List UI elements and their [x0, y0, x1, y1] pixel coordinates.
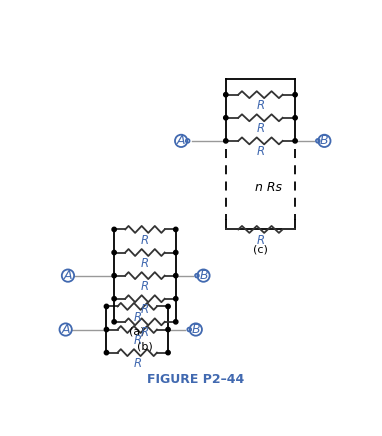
Text: R: R: [141, 327, 149, 340]
Circle shape: [112, 227, 116, 232]
Circle shape: [173, 227, 178, 232]
Circle shape: [223, 116, 228, 120]
Circle shape: [166, 327, 170, 332]
Text: R: R: [133, 311, 141, 324]
Text: R: R: [141, 257, 149, 270]
Text: (b): (b): [137, 342, 153, 352]
Circle shape: [173, 320, 178, 324]
Text: A: A: [177, 134, 185, 147]
Text: B: B: [320, 134, 329, 147]
Circle shape: [293, 116, 297, 120]
Text: B: B: [191, 323, 200, 336]
Text: R: R: [133, 334, 141, 347]
Text: (c): (c): [253, 245, 268, 255]
Text: (a): (a): [129, 327, 145, 337]
Circle shape: [173, 296, 178, 301]
Text: B: B: [199, 269, 208, 282]
Circle shape: [223, 92, 228, 97]
Text: R: R: [256, 234, 264, 247]
Text: A: A: [64, 269, 72, 282]
Text: R: R: [256, 99, 264, 112]
Circle shape: [112, 320, 116, 324]
Text: R: R: [133, 357, 141, 370]
Circle shape: [293, 92, 297, 97]
Circle shape: [112, 296, 116, 301]
Circle shape: [293, 139, 297, 143]
Circle shape: [112, 273, 116, 278]
Text: n Rs: n Rs: [255, 181, 282, 194]
Text: R: R: [141, 280, 149, 293]
Text: FIGURE P2–44: FIGURE P2–44: [147, 373, 244, 386]
Text: R: R: [141, 303, 149, 317]
Circle shape: [112, 250, 116, 255]
Text: R: R: [256, 123, 264, 136]
Circle shape: [104, 304, 108, 309]
Text: R: R: [256, 146, 264, 159]
Circle shape: [166, 351, 170, 355]
Text: A: A: [62, 323, 70, 336]
Circle shape: [166, 304, 170, 309]
Text: R: R: [141, 234, 149, 247]
Circle shape: [223, 139, 228, 143]
Circle shape: [104, 327, 108, 332]
Circle shape: [173, 273, 178, 278]
Circle shape: [104, 351, 108, 355]
Circle shape: [173, 250, 178, 255]
